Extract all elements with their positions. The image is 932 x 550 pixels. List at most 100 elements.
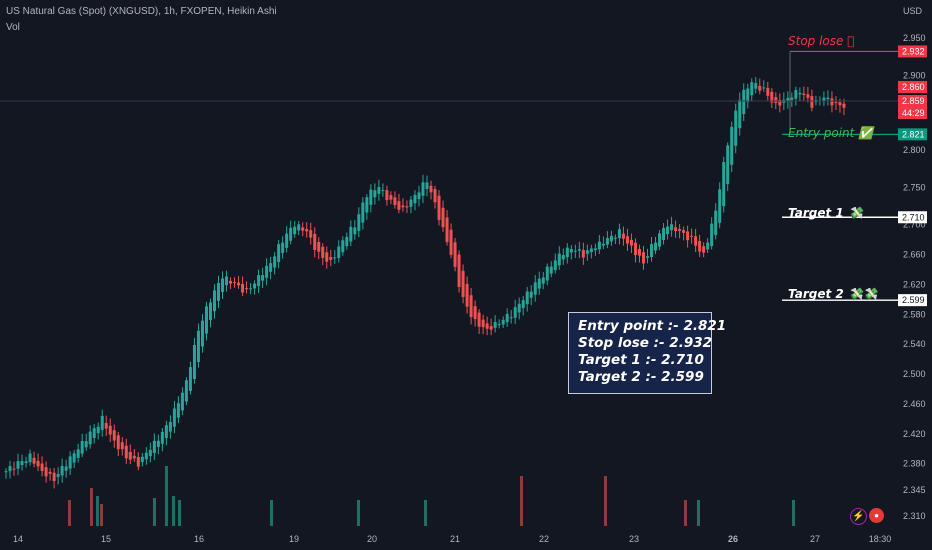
candle-body (609, 235, 613, 242)
candle-body (509, 317, 513, 319)
candle-body (160, 432, 164, 444)
price-tick: 2.620 (903, 279, 926, 289)
price-tick: 2.310 (903, 511, 926, 521)
candle-body (830, 98, 834, 106)
candle-body (36, 460, 40, 467)
candle-body (826, 97, 830, 100)
volume-bar (100, 504, 103, 526)
candle-body (766, 87, 770, 96)
candle-body (597, 241, 601, 250)
currency-label: USD (902, 6, 922, 16)
candle-body (241, 283, 245, 293)
candle-body (140, 456, 144, 462)
candle-body (674, 227, 678, 231)
candle-body (517, 303, 521, 313)
candle-body (333, 257, 337, 259)
candle-body (806, 94, 810, 98)
candle-body (662, 228, 666, 240)
candle-body (56, 474, 60, 477)
candle-body (710, 223, 714, 247)
price-tick: 2.540 (903, 339, 926, 349)
candle-body (188, 367, 192, 391)
candle-body (754, 83, 758, 89)
time-tick: 19 (289, 534, 299, 544)
target-2-price-tag-bg (898, 294, 927, 307)
candle-body (453, 242, 457, 267)
candle-body (245, 288, 249, 290)
stop-price-tag-bg (898, 45, 927, 58)
time-tick: 26 (728, 534, 738, 544)
current-price-tag-bg (898, 95, 927, 107)
candle-body (593, 248, 597, 251)
candle-body (192, 345, 196, 380)
candle-body (289, 227, 293, 241)
candle-body (485, 323, 489, 329)
candle-body (682, 230, 686, 233)
volume-indicator-label[interactable]: Vol (6, 22, 20, 33)
candle-body (100, 416, 104, 430)
candle-body (361, 202, 365, 223)
time-tick: 15 (101, 534, 111, 544)
price-axis[interactable]: 2.9502.9002.8502.8002.7502.7002.6602.620… (903, 33, 926, 521)
candle-body (345, 236, 349, 247)
candle-body (842, 103, 846, 108)
candle-body (353, 227, 357, 235)
candle-body (746, 88, 750, 102)
candle-body (369, 189, 373, 205)
high-price-tag-bg (898, 81, 927, 93)
candle-body (216, 283, 221, 301)
candle-body (405, 206, 409, 208)
entry-price-tag: 2.821 (902, 129, 925, 139)
candle-body (654, 242, 658, 251)
candle-body (301, 227, 305, 231)
candle-body (774, 97, 778, 103)
candle-body (625, 236, 629, 244)
candle-body (702, 246, 706, 253)
candle-body (734, 110, 738, 146)
candle-body (249, 288, 253, 290)
candle-body (449, 229, 453, 255)
candle-body (794, 90, 798, 99)
candle-body (790, 97, 794, 100)
candle-body (80, 440, 84, 454)
candle-body (437, 195, 441, 220)
price-tags: 2.932 2.860 2.859 44:29 2.821 2.710 2.599 (898, 45, 927, 307)
price-tick: 2.345 (903, 485, 926, 495)
candle-body (96, 426, 100, 434)
candle-body (473, 306, 477, 320)
candle-body (156, 440, 160, 447)
candle-body (32, 457, 36, 464)
us-flag-icon[interactable]: ● (869, 508, 884, 523)
time-tick: 16 (194, 534, 204, 544)
price-tick: 2.380 (903, 459, 926, 469)
price-tick: 2.420 (903, 429, 926, 439)
candle-body (573, 250, 577, 252)
candle-body (60, 465, 64, 476)
volume-bar (424, 500, 427, 526)
candle-body (373, 190, 377, 198)
candle-body (377, 187, 381, 194)
candle-body (221, 278, 225, 292)
price-tick: 2.800 (903, 145, 926, 155)
candle-body (698, 240, 702, 252)
candle-body (365, 197, 369, 213)
candle-body (4, 471, 8, 473)
candle-body (269, 263, 273, 272)
candle-body (92, 428, 96, 438)
candle-body (409, 199, 413, 207)
candle-body (457, 254, 461, 287)
candle-body (529, 291, 533, 298)
candle-body (621, 233, 625, 239)
stop-lose-label: Stop lose ⃠ (788, 34, 855, 48)
time-axis[interactable]: 14 15 16 19 20 21 22 23 26 27 18:30 (13, 534, 891, 544)
candle-body (196, 330, 200, 363)
candle-body (128, 451, 132, 460)
candle-body (465, 283, 469, 307)
symbol-title[interactable]: US Natural Gas (Spot) (XNGUSD), 1h, FXOP… (6, 6, 277, 17)
target-2-price-tag: 2.599 (902, 295, 925, 305)
entry-point-label: Entry point ✅ (788, 126, 874, 140)
lightning-icon[interactable]: ⚡ (850, 508, 867, 525)
candle-body (108, 425, 112, 435)
candle-body (293, 226, 297, 235)
